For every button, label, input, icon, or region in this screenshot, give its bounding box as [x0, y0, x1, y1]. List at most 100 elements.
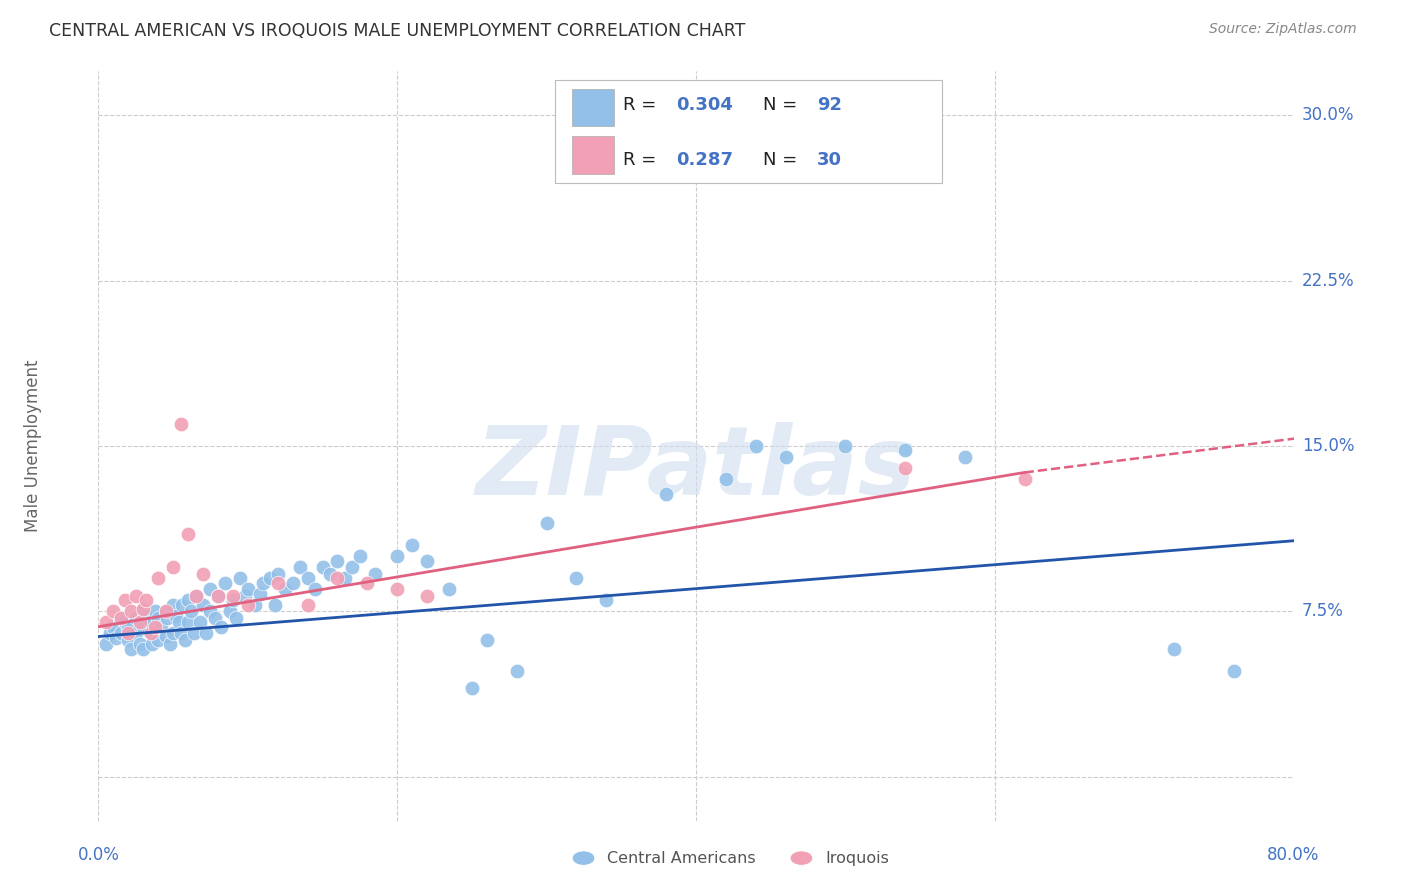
Point [180, 604, 202, 618]
Point [267, 575, 290, 590]
Text: 92: 92 [817, 96, 842, 114]
Point [155, 628, 177, 642]
Point [120, 604, 142, 618]
Point [156, 611, 179, 625]
Point [894, 443, 917, 458]
Point [245, 598, 267, 612]
Point [117, 632, 139, 647]
Point [297, 598, 319, 612]
Point [120, 641, 142, 656]
Point [595, 593, 617, 607]
Point [214, 575, 236, 590]
Point [114, 593, 136, 607]
Text: 30.0%: 30.0% [1302, 106, 1354, 125]
Point [125, 611, 148, 625]
Point [110, 626, 132, 640]
Point [252, 575, 274, 590]
Point [225, 611, 247, 625]
Point [94, 615, 117, 630]
Point [129, 615, 152, 630]
Text: 0.287: 0.287 [676, 152, 734, 169]
Point [326, 571, 349, 585]
Point [188, 615, 211, 630]
Point [148, 611, 170, 625]
Point [155, 604, 177, 618]
Point [138, 624, 160, 639]
Point [319, 566, 342, 581]
Point [304, 582, 326, 597]
Text: Central Americans: Central Americans [607, 851, 756, 865]
Point [114, 615, 136, 630]
Point [267, 566, 290, 581]
Point [155, 604, 177, 618]
Point [184, 589, 207, 603]
Point [98, 626, 122, 640]
Point [565, 571, 588, 585]
Point [364, 566, 387, 581]
Point [714, 472, 737, 486]
Point [191, 566, 214, 581]
Point [297, 571, 319, 585]
Point [236, 598, 259, 612]
Point [105, 631, 128, 645]
Point [129, 637, 152, 651]
Point [222, 589, 245, 603]
Point [894, 461, 917, 475]
Text: 0.304: 0.304 [676, 96, 733, 114]
Point [311, 560, 333, 574]
Text: 80.0%: 80.0% [1267, 846, 1320, 863]
Point [288, 560, 311, 574]
Text: R =: R = [623, 152, 662, 169]
Point [655, 487, 678, 501]
Point [439, 582, 461, 597]
Text: Iroquois: Iroquois [825, 851, 889, 865]
Point [94, 637, 117, 651]
Point [209, 620, 232, 634]
Text: N =: N = [763, 96, 803, 114]
Point [249, 587, 271, 601]
Point [349, 549, 371, 564]
Point [385, 549, 409, 564]
Text: CENTRAL AMERICAN VS IROQUOIS MALE UNEMPLOYMENT CORRELATION CHART: CENTRAL AMERICAN VS IROQUOIS MALE UNEMPL… [49, 22, 745, 40]
Point [174, 632, 197, 647]
Text: 0.0%: 0.0% [77, 846, 120, 863]
Point [953, 450, 976, 464]
Point [536, 516, 558, 530]
Point [117, 626, 139, 640]
Point [183, 626, 205, 640]
Point [1223, 664, 1246, 678]
Point [200, 582, 222, 597]
Point [177, 593, 200, 607]
Text: 7.5%: 7.5% [1302, 602, 1344, 620]
Point [148, 632, 170, 647]
Text: 15.0%: 15.0% [1302, 437, 1354, 455]
Point [281, 575, 304, 590]
Point [236, 582, 259, 597]
Point [461, 681, 484, 696]
Point [195, 626, 218, 640]
Point [219, 604, 242, 618]
Point [135, 608, 157, 623]
Point [184, 589, 207, 603]
Text: ZIPatlas: ZIPatlas [475, 422, 917, 515]
Point [117, 620, 139, 634]
Text: R =: R = [623, 96, 662, 114]
Point [475, 632, 498, 647]
Point [110, 611, 132, 625]
Point [1014, 472, 1036, 486]
Point [385, 582, 409, 597]
Point [139, 626, 162, 640]
Point [132, 604, 155, 618]
Point [191, 598, 214, 612]
Point [356, 575, 378, 590]
Point [263, 598, 285, 612]
Point [416, 589, 439, 603]
Point [165, 608, 187, 623]
Point [139, 615, 162, 630]
Point [167, 615, 190, 630]
Point [150, 620, 173, 634]
Point [141, 637, 163, 651]
Point [162, 626, 184, 640]
Text: 30: 30 [817, 152, 842, 169]
Text: Male Unemployment: Male Unemployment [24, 359, 42, 533]
